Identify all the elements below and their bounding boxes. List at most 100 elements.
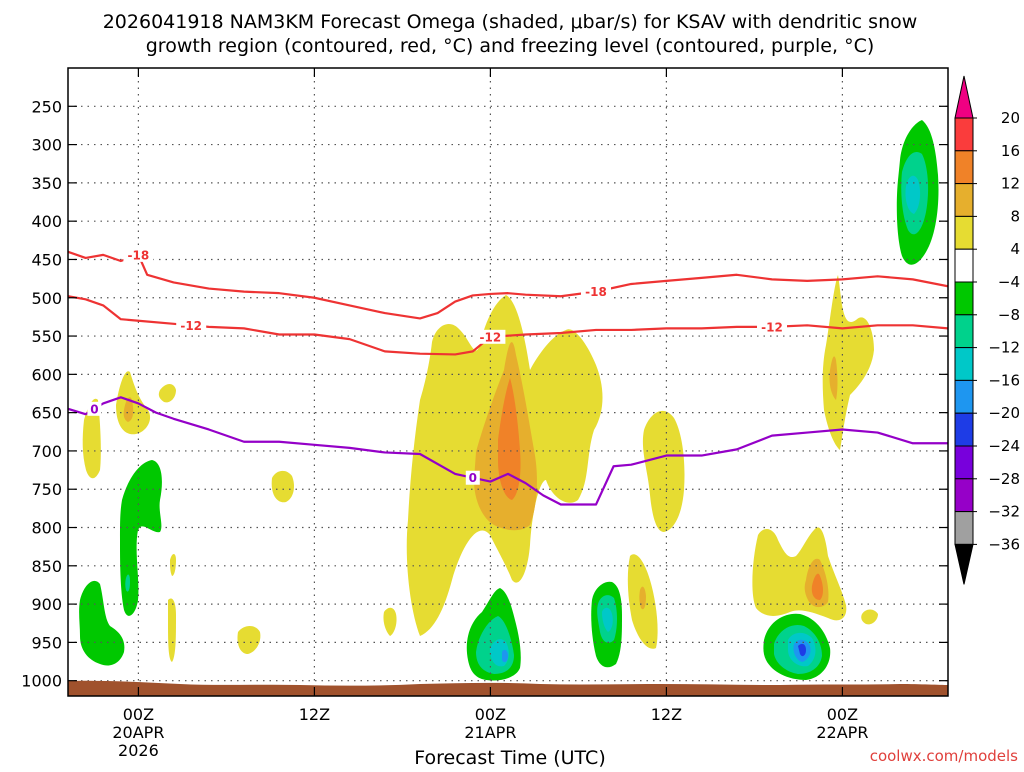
chart-title-line1: 2026041918 NAM3KM Forecast Omega (shaded… [103, 11, 918, 33]
colorbar-over-triangle [954, 75, 974, 119]
colorbar-swatch [954, 478, 974, 513]
colorbar-label: −28 [988, 470, 1020, 488]
colorbar-swatch [954, 379, 974, 414]
omega-negative-core [502, 649, 508, 663]
omega-positive-region [170, 554, 176, 576]
omega-positive-region [82, 398, 101, 479]
colorbar-swatch [954, 347, 974, 381]
contour-label-bg [581, 284, 611, 299]
gridlines [68, 68, 948, 696]
colorbar-swatch [954, 281, 974, 316]
colorbar-under-triangle [954, 543, 974, 585]
y-tick-label: 850 [31, 557, 62, 576]
colorbar-swatch [954, 183, 974, 217]
colorbar-swatch [954, 150, 974, 185]
colorbar-label: −24 [988, 437, 1020, 455]
omega-positive-region [168, 598, 176, 662]
contour-label-bg [465, 470, 480, 485]
contour-label: -18 [585, 285, 607, 299]
y-tick-label: 900 [31, 595, 62, 614]
contour-label: 0 [469, 471, 477, 485]
colorbar-label: −4 [998, 273, 1020, 291]
contour-label: -12 [480, 330, 502, 344]
colorbar-label: 4 [1010, 240, 1020, 258]
y-tick-label: 600 [31, 365, 62, 384]
contour-label-bg [87, 401, 102, 416]
colorbar-label: 16 [1001, 142, 1020, 160]
colorbar-swatch [954, 314, 974, 349]
credit-text: coolwx.com/models [870, 747, 1018, 765]
colorbar: 20 16 12 8 4 −4 −8 −12 −16 −20 −24 −28 −32 −36 [954, 75, 1020, 585]
plot-frame [67, 67, 949, 697]
y-tick-label: 1000 [21, 672, 62, 691]
omega-positive-region [642, 410, 685, 532]
colorbar-label: −32 [988, 503, 1020, 521]
y-tick-label: 450 [31, 250, 62, 269]
colorbar-label: 12 [1001, 175, 1020, 193]
y-tick-label: 950 [31, 633, 62, 652]
y-tick-label: 800 [31, 519, 62, 538]
omega-positive-region [237, 626, 261, 654]
y-tick-label: 700 [31, 442, 62, 461]
x-tick-label: 12Z [651, 705, 682, 724]
x-tick-label: 00Z [475, 705, 506, 724]
x-tick-label: 12Z [299, 705, 330, 724]
colorbar-label: −36 [988, 535, 1020, 553]
colorbar-swatch [954, 445, 974, 480]
contour-line [68, 250, 948, 320]
contour-label: -12 [761, 320, 783, 334]
omega-positive-region [383, 607, 397, 636]
omega-positive-region [861, 609, 878, 625]
y-tick-label: 400 [31, 212, 62, 231]
omega-positive-core [829, 356, 838, 400]
colorbar-swatch [954, 117, 974, 152]
colorbar-label: −20 [988, 404, 1020, 422]
contour-label-bg [123, 247, 154, 262]
omega-positive-region [158, 384, 176, 403]
colorbar-label: −12 [988, 339, 1020, 357]
omega-positive-max [811, 573, 823, 600]
colorbar-label: −8 [998, 306, 1020, 324]
omega-shading [82, 275, 878, 662]
colorbar-label: 20 [1001, 109, 1020, 127]
omega-negative-shading [79, 120, 939, 681]
omega-negative-region [79, 580, 125, 666]
contour-label: 0 [90, 402, 98, 416]
omega-negative-core [798, 643, 806, 657]
colorbar-label: 8 [1010, 207, 1020, 225]
omega-negative-core [602, 607, 613, 632]
contour-line [68, 396, 948, 506]
contour-label: -12 [180, 319, 202, 333]
contour-label-bg [475, 329, 506, 344]
y-tick-label: 500 [31, 289, 62, 308]
x-tick-label: 2026 [118, 741, 159, 760]
colorbar-swatch [954, 412, 974, 447]
colorbar-swatch [954, 248, 974, 283]
omega-positive-max [498, 378, 521, 500]
x-tick-label: 21APR [464, 723, 516, 742]
y-tick-label: 750 [31, 480, 62, 499]
omega-positive-region [116, 371, 151, 435]
contour-label-bg [176, 318, 207, 333]
terrain-surface [68, 680, 948, 696]
omega-positive-core [123, 397, 134, 422]
contour-label: -18 [128, 248, 150, 262]
omega-negative-core [905, 175, 921, 214]
y-tick-label: 550 [31, 327, 62, 346]
omega-positive-region [822, 275, 874, 450]
colorbar-swatch [954, 215, 974, 250]
x-axis-label: Forecast Time (UTC) [414, 747, 605, 768]
colorbar-label: −16 [988, 371, 1020, 389]
y-tick-label: 300 [31, 136, 62, 155]
x-tick-label: 22APR [816, 723, 868, 742]
omega-negative-region [120, 460, 162, 616]
isotherm-contours: -18 -18 -12 -12 -12 0 0 [68, 247, 948, 506]
x-tick-label: 20APR [112, 723, 164, 742]
chart-title-line2: growth region (contoured, red, °C) and f… [146, 35, 875, 57]
y-tick-label: 350 [31, 174, 62, 193]
colorbar-swatch [954, 511, 974, 545]
x-tick-label: 00Z [827, 705, 858, 724]
omega-negative-core [125, 574, 130, 592]
